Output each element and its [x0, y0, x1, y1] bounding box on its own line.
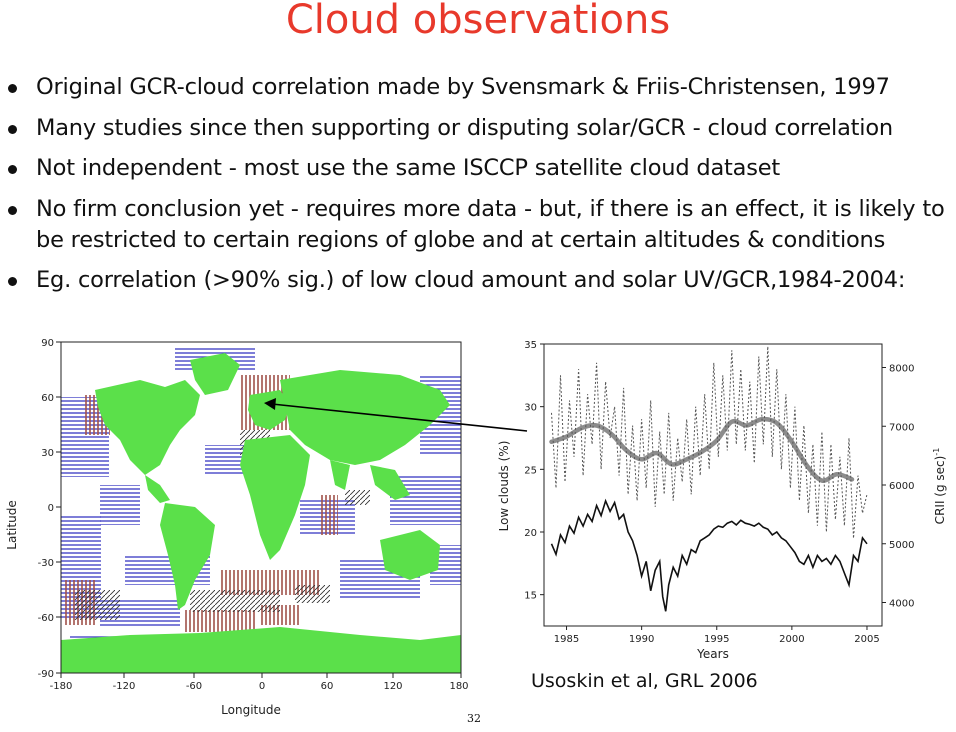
map-y-tick: 30 — [41, 448, 54, 459]
correlation-map-figure: 90 60 30 0 -30 -60 -90 -180 -120 -60 0 6… — [0, 335, 478, 728]
chart-frame — [543, 343, 883, 627]
north-america-land — [95, 380, 200, 475]
slide-title: Cloud observations — [285, 0, 671, 43]
chart-y-tick: 20 — [524, 528, 537, 539]
bullet-text: Original GCR-cloud correlation made by S… — [36, 74, 890, 100]
bullet-dot-icon — [8, 277, 17, 286]
africa-land — [240, 435, 310, 560]
correlation-map-svg: 90 60 30 0 -30 -60 -90 -180 -120 -60 0 6… — [5, 338, 469, 717]
bullet-item: Original GCR-cloud correlation made by S… — [0, 72, 956, 103]
south-america-land — [160, 503, 215, 610]
chart-y-axis: 15 20 25 30 35 — [524, 340, 544, 602]
chart-x-tick: 2005 — [854, 634, 879, 645]
chart-y2-axis: 4000 5000 6000 7000 8000 — [882, 364, 914, 610]
time-series-svg: 15 20 25 30 35 4000 5000 6000 7000 8000 1985 1990… — [497, 340, 947, 661]
chart-y2-tick: 6000 — [889, 481, 914, 492]
chart-x-tick: 2000 — [779, 634, 804, 645]
smoothed-cloud-line — [549, 416, 855, 484]
bullet-text: No firm conclusion yet - requires more d… — [36, 195, 945, 253]
page-number: 32 — [467, 712, 481, 725]
bullet-list: Original GCR-cloud correlation made by S… — [0, 72, 956, 306]
citation: Usoskin et al, GRL 2006 — [531, 670, 758, 692]
map-x-tick: -120 — [113, 681, 136, 692]
bullet-text: Not independent - most use the same ISCC… — [36, 155, 781, 181]
chart-y-tick: 25 — [524, 465, 537, 476]
map-layers — [61, 347, 461, 673]
central-america-land — [145, 475, 170, 503]
chart-y2-label: CRII (g sec)-1 — [932, 448, 947, 525]
map-y-label: Latitude — [5, 500, 19, 549]
chart-y2-label-text: CRII (g sec) — [933, 456, 947, 525]
cloud-time-series-chart: 15 20 25 30 35 4000 5000 6000 7000 8000 1985 1990… — [490, 336, 956, 666]
map-y-tick: 0 — [48, 503, 54, 514]
chart-x-tick: 1995 — [704, 634, 729, 645]
india-land — [330, 460, 350, 490]
bullet-dot-icon — [8, 165, 17, 174]
map-x-tick: -180 — [50, 681, 73, 692]
cosmic-ray-line — [550, 498, 868, 612]
bullet-item: Many studies since then supporting or di… — [0, 113, 956, 144]
chart-y-tick: 15 — [524, 591, 537, 602]
map-y-tick: 90 — [41, 338, 54, 349]
chart-x-axis: 1985 1990 1995 2000 2005 — [554, 626, 880, 645]
map-x-tick: 180 — [449, 681, 468, 692]
bullet-item: Not independent - most use the same ISCC… — [0, 153, 956, 184]
chart-y-label: Low clouds (%) — [497, 441, 511, 532]
map-y-tick: -60 — [38, 613, 54, 624]
map-y-tick: 60 — [41, 393, 54, 404]
map-x-tick: -60 — [186, 681, 202, 692]
map-x-label: Longitude — [221, 703, 281, 717]
greenland-land — [190, 353, 240, 395]
chart-series — [549, 346, 868, 612]
map-x-axis: -180 -120 -60 0 60 120 180 — [50, 673, 469, 692]
australia-land — [380, 530, 440, 580]
map-y-axis: 90 60 30 0 -30 -60 -90 — [38, 338, 61, 680]
southeast-asia-land — [370, 465, 410, 500]
map-x-tick: 60 — [321, 681, 334, 692]
bullet-dot-icon — [8, 84, 17, 93]
chart-x-tick: 1985 — [554, 634, 579, 645]
chart-x-tick: 1990 — [629, 634, 654, 645]
bullet-item: Eg. correlation (>90% sig.) of low cloud… — [0, 265, 956, 296]
chart-x-label: Years — [696, 647, 729, 661]
bullet-dot-icon — [8, 205, 17, 215]
bullet-text: Many studies since then supporting or di… — [36, 114, 893, 141]
map-y-tick: -90 — [38, 669, 54, 680]
bullet-text: Eg. correlation (>90% sig.) of low cloud… — [36, 267, 906, 293]
chart-y2-label-exponent: -1 — [932, 448, 941, 456]
chart-y2-tick: 8000 — [889, 364, 914, 375]
antarctica-land — [61, 627, 461, 673]
map-y-tick: -30 — [38, 558, 54, 569]
chart-y2-tick: 4000 — [889, 599, 914, 610]
bullet-item: No firm conclusion yet - requires more d… — [0, 194, 956, 256]
chart-y2-tick: 5000 — [889, 540, 914, 551]
map-x-tick: 0 — [259, 681, 265, 692]
chart-y-tick: 35 — [524, 340, 537, 351]
bullet-dot-icon — [8, 124, 17, 134]
chart-y2-tick: 7000 — [889, 422, 914, 433]
chart-y-tick: 30 — [524, 403, 537, 414]
map-x-tick: 120 — [383, 681, 402, 692]
